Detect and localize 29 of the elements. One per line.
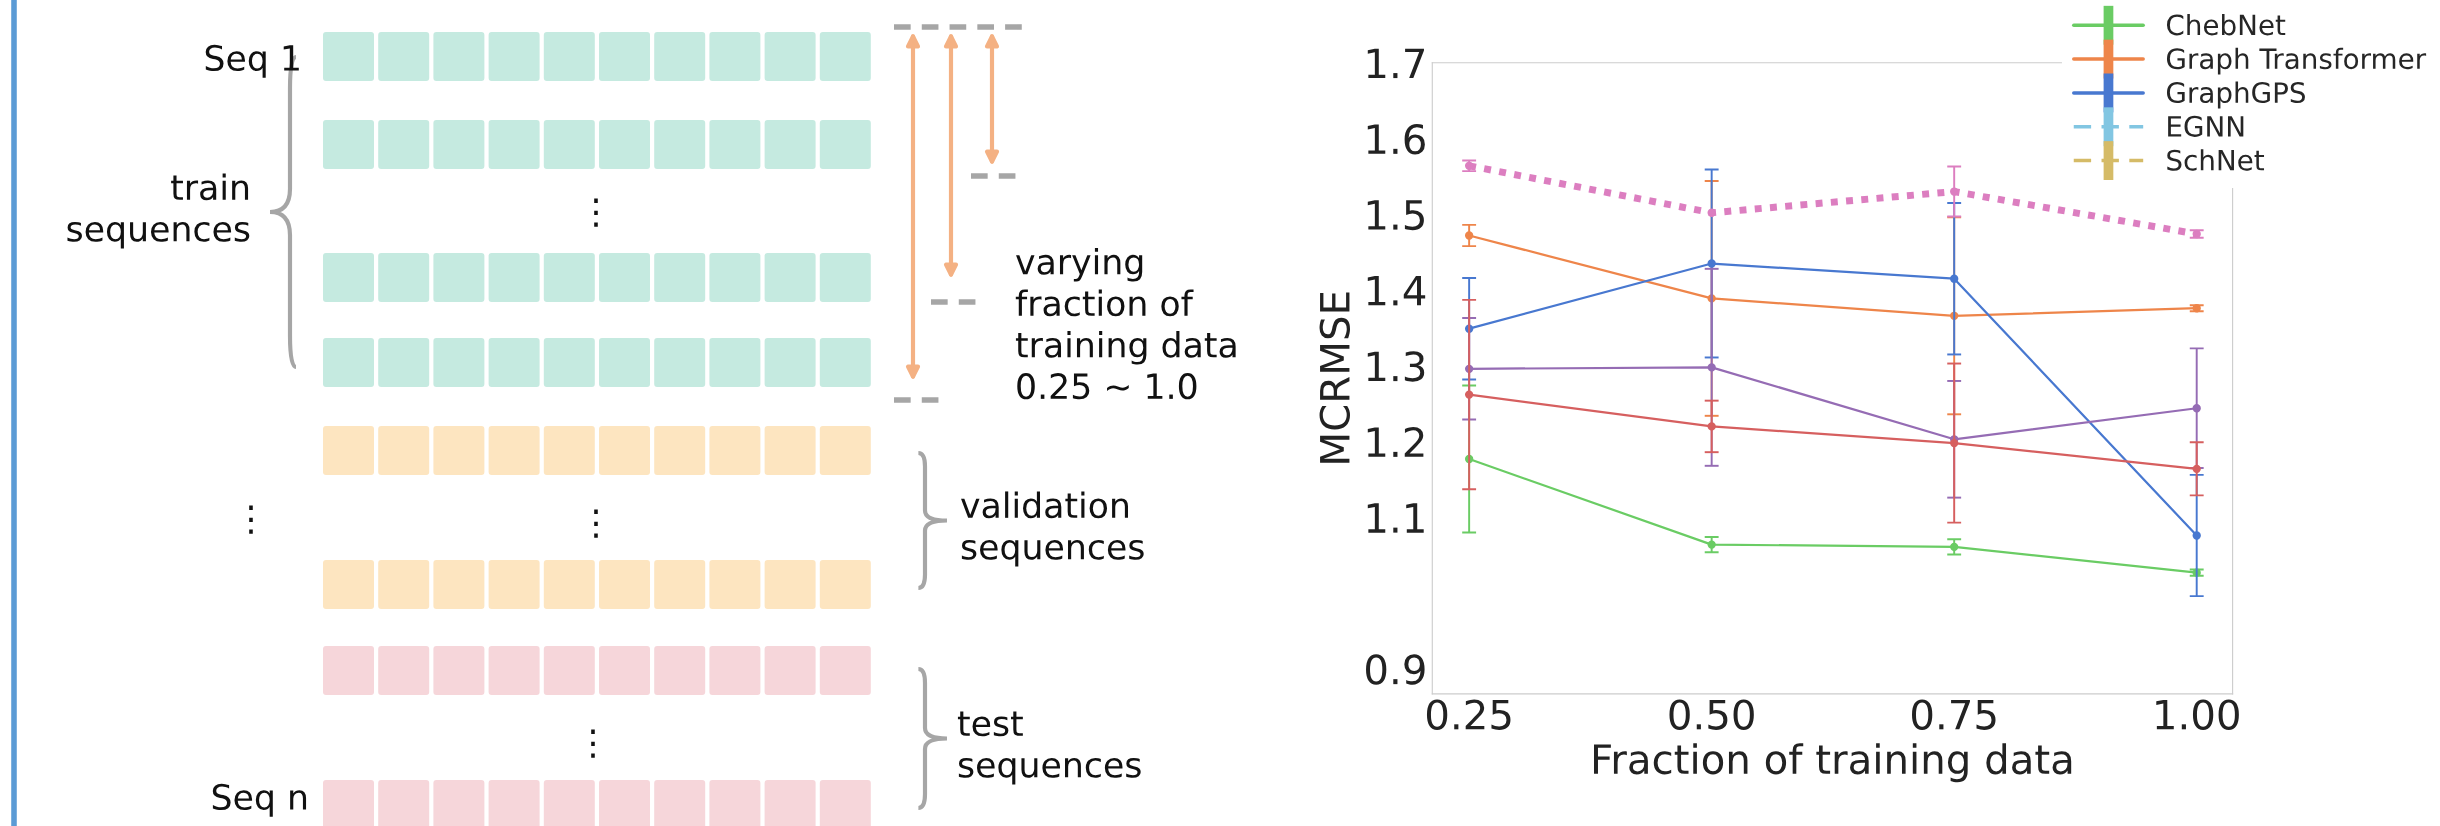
x-tick-label: 0.50	[1669, 699, 1754, 730]
y-tick-label: 1.7	[1367, 48, 1424, 79]
legend-label: ChebNet	[2166, 13, 2286, 36]
text: ⋮	[594, 509, 598, 538]
legend-label: EGNN	[2168, 115, 2244, 137]
legend-label: GraphGPS	[2166, 81, 2305, 109]
y-axis-title: MCRMSE	[1319, 292, 1351, 463]
text: ⋮	[591, 729, 595, 758]
y-tick-label: 1.4	[1367, 275, 1426, 306]
text: train sequences	[67, 173, 250, 249]
y-tick-label: 1.5	[1367, 200, 1424, 231]
y-tick-label: 1.6	[1367, 123, 1425, 155]
legend-label: Graph Transformer	[2166, 47, 2427, 75]
y-tick-label: 1.1	[1367, 503, 1424, 533]
text: ⋮	[249, 505, 253, 534]
x-tick-label: 1.00	[2156, 699, 2239, 730]
x-axis-title: Fraction of training data	[1594, 743, 2072, 783]
x-tick-label: 0.25	[1426, 699, 1511, 730]
text: Seq 1	[205, 44, 299, 78]
text: test sequences	[957, 711, 1141, 785]
text: validation sequences	[961, 491, 1144, 567]
text: varying fraction of training data 0.25 ~ 1.0	[1015, 247, 1236, 400]
legend-label: SchNet	[2167, 149, 2265, 171]
y-tick-label: 1.3	[1367, 351, 1425, 382]
x-tick-label: 0.75	[1912, 699, 1996, 730]
y-tick-label: 1.2	[1367, 426, 1424, 457]
text: ⋮	[594, 198, 598, 227]
y-tick-label: 0.9	[1366, 654, 1425, 685]
text: Seq n	[212, 783, 307, 817]
